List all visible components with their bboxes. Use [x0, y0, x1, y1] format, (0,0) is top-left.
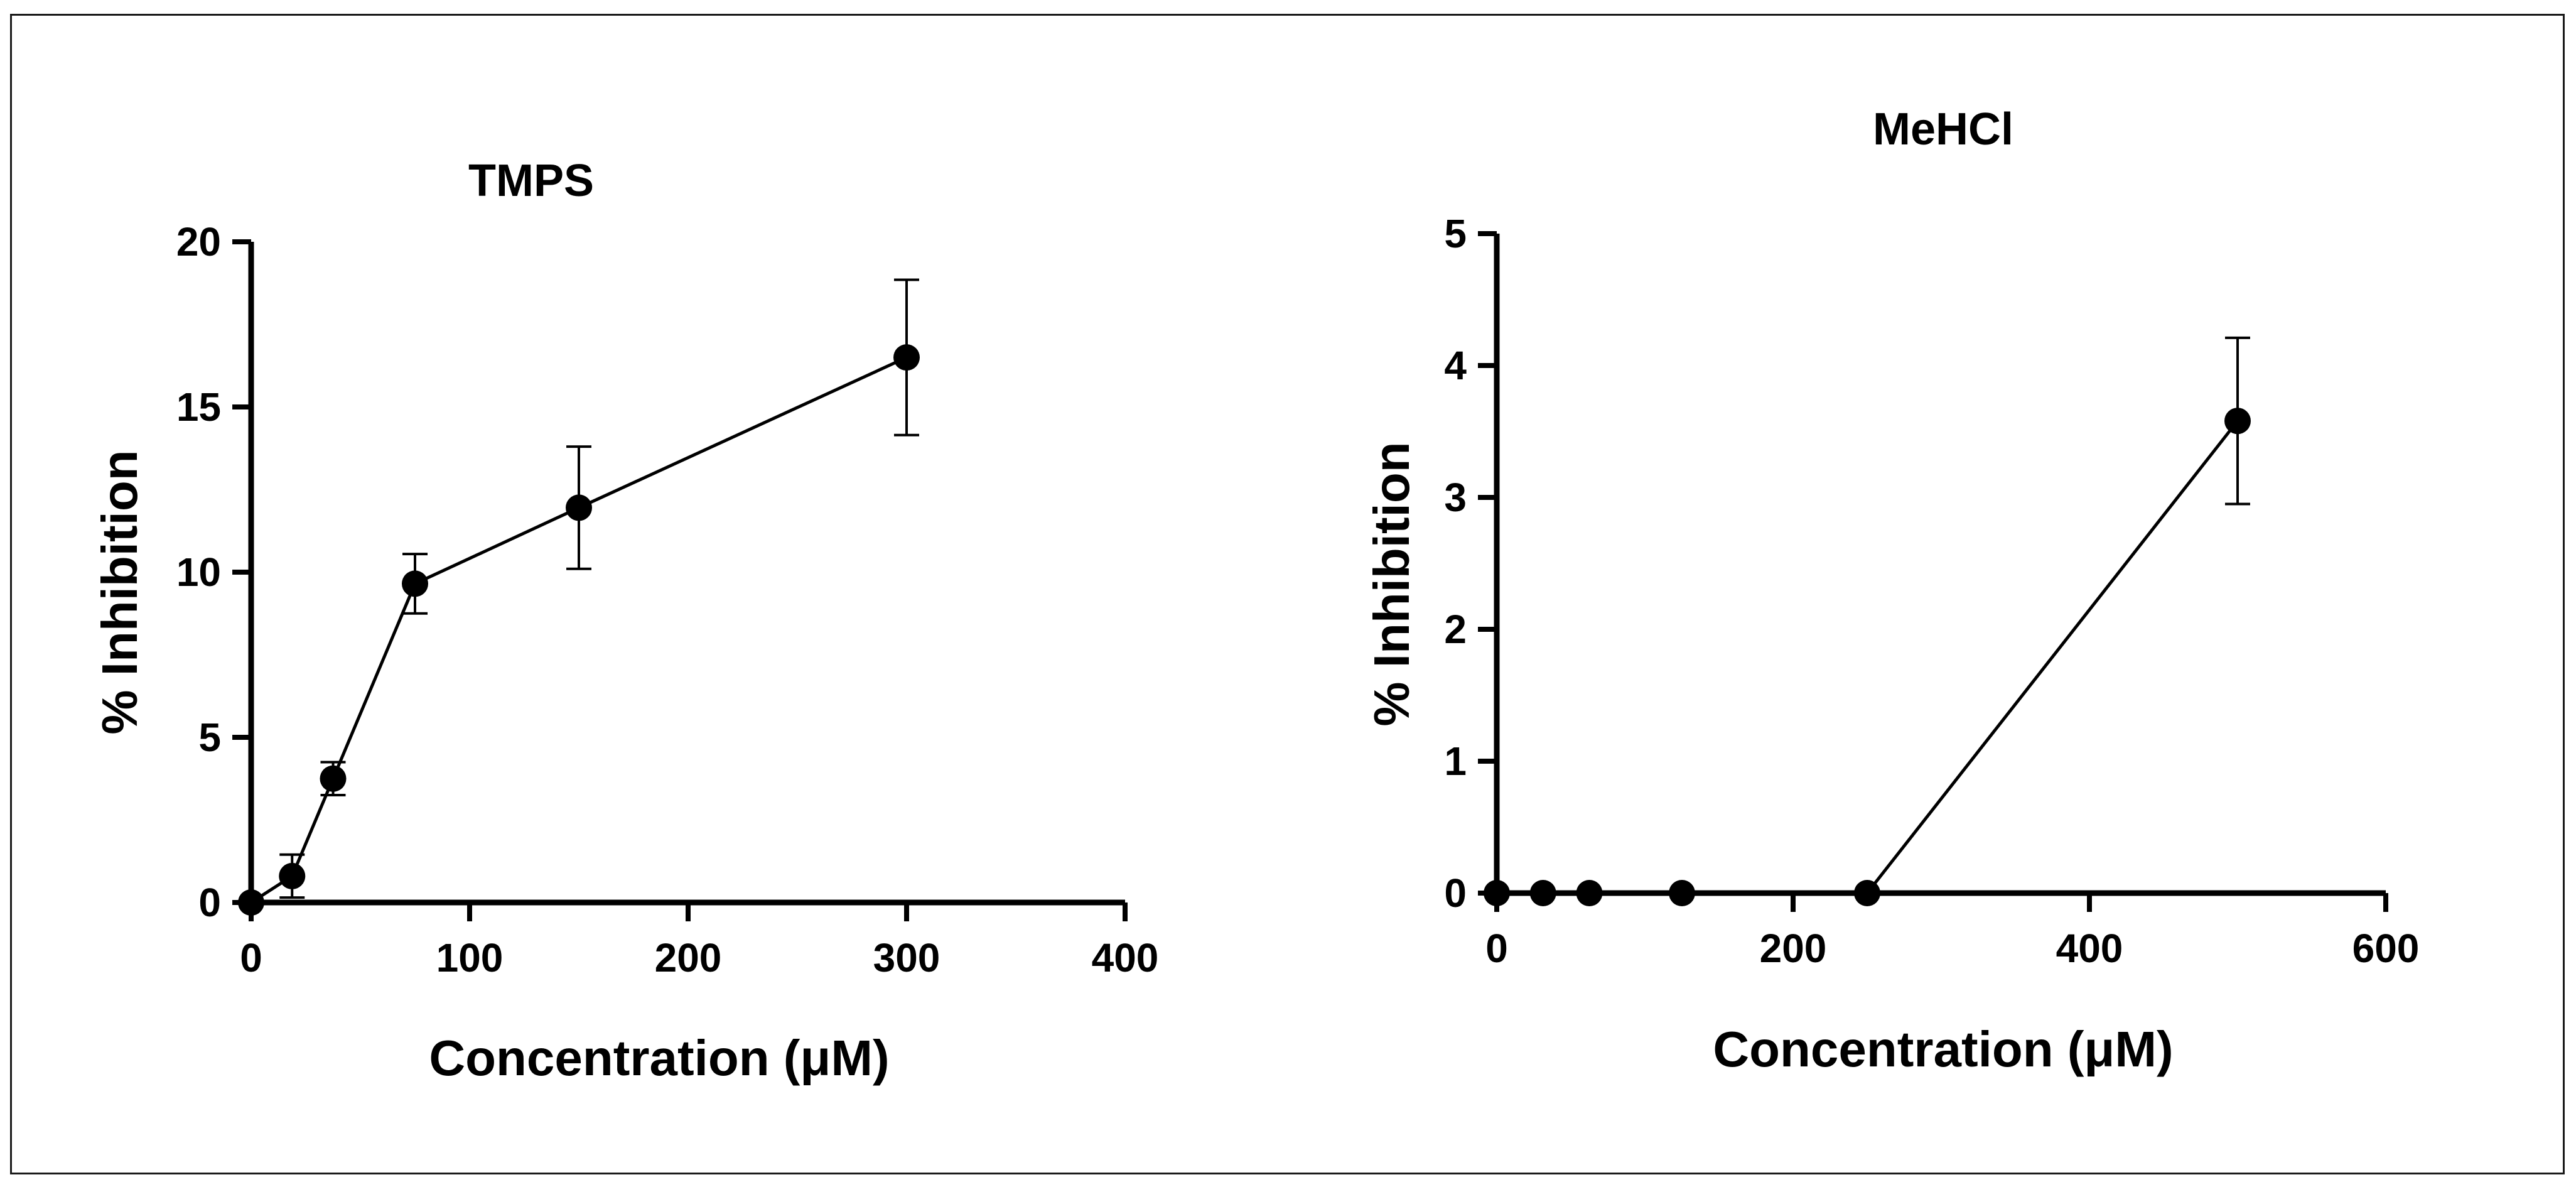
y-tick-label: 4: [1444, 343, 1467, 388]
y-tick-label: 2: [1444, 607, 1467, 652]
series-line: [1497, 420, 2239, 895]
y-axis-label: % Inhibition: [1364, 442, 1420, 726]
ticks: 0 100 200 300 400 0 5 10 15 20: [176, 219, 1159, 980]
x-tick-label: 0: [240, 935, 262, 980]
x-tick-label: 400: [2056, 926, 2123, 971]
axes: [248, 242, 1125, 906]
ticks: 0 200 400 600 0 1 2 3 4 5: [1444, 211, 2419, 971]
y-tick-label: 3: [1444, 475, 1467, 520]
data-point: [238, 889, 264, 916]
data-point: [320, 765, 347, 792]
x-axis-label: Concentration (μM): [1713, 1021, 2173, 1077]
x-tick-label: 600: [2352, 926, 2420, 971]
y-tick-label: 0: [1444, 870, 1467, 916]
data-point: [1669, 880, 1695, 906]
data-point: [1484, 880, 1510, 906]
series-line: [250, 355, 908, 904]
chart-tmps: TMPS Concentration (μM) % Inhibition 0 10…: [92, 156, 1158, 1086]
x-tick-label: 300: [873, 935, 940, 980]
y-tick-label: 5: [198, 715, 221, 760]
x-tick-label: 400: [1092, 935, 1159, 980]
data-point: [279, 862, 306, 889]
data-point: [566, 494, 592, 521]
y-tick-label: 15: [176, 384, 221, 430]
chart-title: TMPS: [468, 156, 594, 206]
y-tick-label: 0: [198, 880, 221, 925]
x-tick-label: 100: [436, 935, 504, 980]
data-point: [2224, 408, 2251, 435]
series: [238, 278, 920, 916]
y-tick-label: 10: [176, 550, 221, 595]
x-tick-label: 200: [655, 935, 722, 980]
chart-mehcl: MeHCl Concentration (μM) % Inhibition 0 2…: [1364, 104, 2419, 1077]
y-tick-label: 5: [1444, 211, 1467, 256]
series: [1484, 336, 2251, 906]
data-point: [1576, 880, 1603, 906]
data-point: [893, 344, 920, 371]
chart-title: MeHCl: [1873, 104, 2013, 154]
axes: [1494, 234, 2386, 896]
x-axis-label: Concentration (μM): [429, 1030, 889, 1086]
data-point: [1854, 880, 1880, 906]
y-tick-label: 1: [1444, 739, 1467, 784]
y-axis-label: % Inhibition: [92, 450, 148, 734]
data-point: [402, 570, 428, 597]
figure-frame: [10, 14, 2565, 1174]
x-tick-label: 200: [1760, 926, 1827, 971]
x-tick-label: 0: [1485, 926, 1508, 971]
y-tick-label: 20: [176, 219, 221, 264]
data-point: [1529, 880, 1556, 906]
